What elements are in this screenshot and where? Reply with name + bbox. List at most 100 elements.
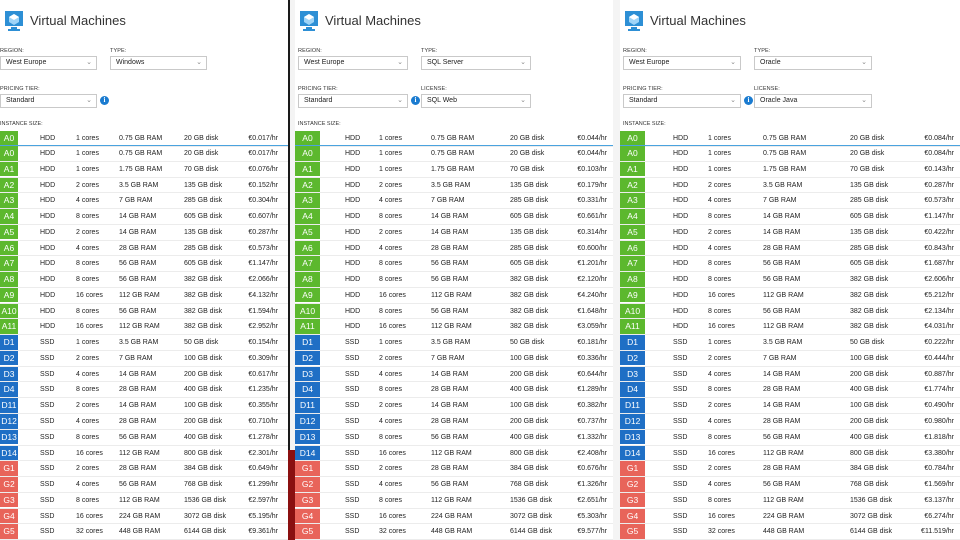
instance-row-d13[interactable]: D13 SSD 8 cores 56 GB RAM 400 GB disk €1.332/… [295,429,613,446]
instance-row-a4[interactable]: A4 HDD 8 cores 14 GB RAM 605 GB disk €1.147/h… [620,209,960,225]
license-select[interactable]: SQL Web ⌄ [421,94,531,108]
instance-row-d14[interactable]: D14 SSD 16 cores 112 GB RAM 800 GB disk €2.30… [0,445,288,462]
instance-row-a2[interactable]: A2 HDD 2 cores 3.5 GB RAM 135 GB disk €0.287/… [620,177,960,194]
instance-row-a3[interactable]: A3 HDD 4 cores 7 GB RAM 285 GB disk €0.573/hr [620,193,960,210]
instance-row-a11[interactable]: A11 HDD 16 cores 112 GB RAM 382 GB disk €4.03… [620,319,960,336]
instance-row-g3[interactable]: G3 SSD 8 cores 112 GB RAM 1536 GB disk €3.137… [620,492,960,509]
info-icon[interactable]: i [100,96,109,105]
instance-row-a5[interactable]: A5 HDD 2 cores 14 GB RAM 135 GB disk €0.314/h… [295,224,613,241]
size-badge: A10 [620,303,645,319]
instance-row-g2[interactable]: G2 SSD 4 cores 56 GB RAM 768 GB disk €1.326/h… [295,477,613,493]
instance-row-d4[interactable]: D4 SSD 8 cores 28 GB RAM 400 GB disk €1.289/h… [295,382,613,399]
instance-row-a0[interactable]: A0 HDD 1 cores 0.75 GB RAM 20 GB disk €0.044/… [295,146,613,162]
instance-row-a10[interactable]: A10 HDD 8 cores 56 GB RAM 382 GB disk €2.134/… [620,303,960,320]
instance-row-a4[interactable]: A4 HDD 8 cores 14 GB RAM 605 GB disk €0.661/h… [295,209,613,225]
instance-row-d11[interactable]: D11 SSD 2 cores 14 GB RAM 100 GB disk €0.490/… [620,398,960,415]
instance-row-a1[interactable]: A1 HDD 1 cores 1.75 GB RAM 70 GB disk €0.076/… [0,161,288,178]
instance-row-g4[interactable]: G4 SSD 16 cores 224 GB RAM 3072 GB disk €5.30… [295,508,613,525]
instance-row-d12[interactable]: D12 SSD 4 cores 28 GB RAM 200 GB disk €0.980/… [620,414,960,430]
instance-row-g1[interactable]: G1 SSD 2 cores 28 GB RAM 384 GB disk €0.649/h… [0,461,288,478]
instance-row-a7[interactable]: A7 HDD 8 cores 56 GB RAM 605 GB disk €1.687/h… [620,256,960,273]
instance-row-a9[interactable]: A9 HDD 16 cores 112 GB RAM 382 GB disk €4.132… [0,287,288,304]
instance-row-g5[interactable]: G5 SSD 32 cores 448 GB RAM 6144 GB disk €9.57… [295,524,613,540]
disk-type: SSD [40,370,55,378]
instance-row-d13[interactable]: D13 SSD 8 cores 56 GB RAM 400 GB disk €1.278/… [0,429,288,446]
instance-row-a3[interactable]: A3 HDD 4 cores 7 GB RAM 285 GB disk €0.304/hr [0,193,288,210]
pricing-tier-select[interactable]: Standard ⌄ [0,94,97,108]
region-select[interactable]: West Europe ⌄ [298,56,408,70]
pricing-tier-select[interactable]: Standard ⌄ [623,94,741,108]
instance-row-d1[interactable]: D1 SSD 1 cores 3.5 GB RAM 50 GB disk €0.181/h… [295,335,613,351]
pricing-tier-select[interactable]: Standard ⌄ [298,94,408,108]
instance-row-g2[interactable]: G2 SSD 4 cores 56 GB RAM 768 GB disk €1.569/h… [620,477,960,493]
instance-row-d13[interactable]: D13 SSD 8 cores 56 GB RAM 400 GB disk €1.818/… [620,429,960,446]
instance-row-d12[interactable]: D12 SSD 4 cores 28 GB RAM 200 GB disk €0.710/… [0,414,288,430]
instance-row-d11[interactable]: D11 SSD 2 cores 14 GB RAM 100 GB disk €0.382/… [295,398,613,415]
instance-row-d12[interactable]: D12 SSD 4 cores 28 GB RAM 200 GB disk €0.737/… [295,414,613,430]
instance-row-d1[interactable]: D1 SSD 1 cores 3.5 GB RAM 50 GB disk €0.154/h… [0,335,288,351]
selected-instance-row[interactable]: A0 HDD 1 cores 0.75 GB RAM 20 GB disk €0… [295,131,613,147]
type-select[interactable]: Windows ⌄ [110,56,207,70]
instance-row-a3[interactable]: A3 HDD 4 cores 7 GB RAM 285 GB disk €0.331/hr [295,193,613,210]
instance-row-a7[interactable]: A7 HDD 8 cores 56 GB RAM 605 GB disk €1.147/h… [0,256,288,273]
info-icon[interactable]: i [411,96,420,105]
instance-row-a6[interactable]: A6 HDD 4 cores 28 GB RAM 285 GB disk €0.573/h… [0,240,288,257]
instance-row-a10[interactable]: A10 HDD 8 cores 56 GB RAM 382 GB disk €1.594/… [0,303,288,320]
instance-row-d14[interactable]: D14 SSD 16 cores 112 GB RAM 800 GB disk €2.40… [295,445,613,462]
instance-row-d4[interactable]: D4 SSD 8 cores 28 GB RAM 400 GB disk €1.235/h… [0,382,288,399]
instance-row-a1[interactable]: A1 HDD 1 cores 1.75 GB RAM 70 GB disk €0.143/… [620,161,960,178]
cores: 8 cores [76,307,99,315]
instance-row-d14[interactable]: D14 SSD 16 cores 112 GB RAM 800 GB disk €3.38… [620,445,960,462]
instance-row-a8[interactable]: A8 HDD 8 cores 56 GB RAM 382 GB disk €2.606/h… [620,272,960,288]
instance-row-g1[interactable]: G1 SSD 2 cores 28 GB RAM 384 GB disk €0.676/h… [295,461,613,478]
instance-row-g3[interactable]: G3 SSD 8 cores 112 GB RAM 1536 GB disk €2.597… [0,492,288,509]
instance-row-a5[interactable]: A5 HDD 2 cores 14 GB RAM 135 GB disk €0.422/h… [620,224,960,241]
instance-row-a11[interactable]: A11 HDD 16 cores 112 GB RAM 382 GB disk €2.95… [0,319,288,336]
instance-row-d2[interactable]: D2 SSD 2 cores 7 GB RAM 100 GB disk €0.444/hr [620,350,960,367]
instance-row-d11[interactable]: D11 SSD 2 cores 14 GB RAM 100 GB disk €0.355/… [0,398,288,415]
instance-row-d4[interactable]: D4 SSD 8 cores 28 GB RAM 400 GB disk €1.774/h… [620,382,960,399]
selected-instance-row[interactable]: A0 HDD 1 cores 0.75 GB RAM 20 GB disk €0… [620,131,960,147]
instance-row-a5[interactable]: A5 HDD 2 cores 14 GB RAM 135 GB disk €0.287/h… [0,224,288,241]
instance-row-g4[interactable]: G4 SSD 16 cores 224 GB RAM 3072 GB disk €6.27… [620,508,960,525]
region-select[interactable]: West Europe ⌄ [0,56,97,70]
instance-row-a8[interactable]: A8 HDD 8 cores 56 GB RAM 382 GB disk €2.066/h… [0,272,288,288]
storage: 70 GB disk [850,165,885,173]
instance-row-d2[interactable]: D2 SSD 2 cores 7 GB RAM 100 GB disk €0.309/hr [0,350,288,367]
instance-row-a0[interactable]: A0 HDD 1 cores 0.75 GB RAM 20 GB disk €0.017/… [0,146,288,162]
instance-row-a4[interactable]: A4 HDD 8 cores 14 GB RAM 605 GB disk €0.607/h… [0,209,288,225]
instance-row-d1[interactable]: D1 SSD 1 cores 3.5 GB RAM 50 GB disk €0.222/h… [620,335,960,351]
instance-row-a7[interactable]: A7 HDD 8 cores 56 GB RAM 605 GB disk €1.201/h… [295,256,613,273]
instance-row-g4[interactable]: G4 SSD 16 cores 224 GB RAM 3072 GB disk €5.19… [0,508,288,525]
instance-row-a9[interactable]: A9 HDD 16 cores 112 GB RAM 382 GB disk €4.240… [295,287,613,304]
instance-row-d3[interactable]: D3 SSD 4 cores 14 GB RAM 200 GB disk €0.644/h… [295,366,613,383]
instance-row-d2[interactable]: D2 SSD 2 cores 7 GB RAM 100 GB disk €0.336/hr [295,350,613,367]
instance-row-g3[interactable]: G3 SSD 8 cores 112 GB RAM 1536 GB disk €2.651… [295,492,613,509]
instance-row-a6[interactable]: A6 HDD 4 cores 28 GB RAM 285 GB disk €0.843/h… [620,240,960,257]
instance-row-a2[interactable]: A2 HDD 2 cores 3.5 GB RAM 135 GB disk €0.152/… [0,177,288,194]
type-select[interactable]: SQL Server ⌄ [421,56,531,70]
instance-row-d3[interactable]: D3 SSD 4 cores 14 GB RAM 200 GB disk €0.617/h… [0,366,288,383]
info-icon[interactable]: i [744,96,753,105]
instance-row-a8[interactable]: A8 HDD 8 cores 56 GB RAM 382 GB disk €2.120/h… [295,272,613,288]
instance-row-d3[interactable]: D3 SSD 4 cores 14 GB RAM 200 GB disk €0.887/h… [620,366,960,383]
ram: 28 GB RAM [119,244,157,252]
instance-row-g5[interactable]: G5 SSD 32 cores 448 GB RAM 6144 GB disk €11.5… [620,524,960,540]
instance-row-a1[interactable]: A1 HDD 1 cores 1.75 GB RAM 70 GB disk €0.103/… [295,161,613,178]
region-value: West Europe [304,59,345,66]
storage: 800 GB disk [850,449,889,457]
ram: 28 GB RAM [431,386,469,394]
type-select[interactable]: Oracle ⌄ [754,56,872,70]
instance-row-g2[interactable]: G2 SSD 4 cores 56 GB RAM 768 GB disk €1.299/h… [0,477,288,493]
instance-row-a0[interactable]: A0 HDD 1 cores 0.75 GB RAM 20 GB disk €0.084/… [620,146,960,162]
license-select[interactable]: Oracle Java ⌄ [754,94,872,108]
instance-row-a6[interactable]: A6 HDD 4 cores 28 GB RAM 285 GB disk €0.600/h… [295,240,613,257]
instance-row-g5[interactable]: G5 SSD 32 cores 448 GB RAM 6144 GB disk €9.36… [0,524,288,540]
instance-row-a2[interactable]: A2 HDD 2 cores 3.5 GB RAM 135 GB disk €0.179/… [295,177,613,194]
region-select[interactable]: West Europe ⌄ [623,56,741,70]
instance-row-a9[interactable]: A9 HDD 16 cores 112 GB RAM 382 GB disk €5.212… [620,287,960,304]
instance-row-a11[interactable]: A11 HDD 16 cores 112 GB RAM 382 GB disk €3.05… [295,319,613,336]
selected-instance-row[interactable]: A0 HDD 1 cores 0.75 GB RAM 20 GB disk €0… [0,131,288,147]
instance-row-g1[interactable]: G1 SSD 2 cores 28 GB RAM 384 GB disk €0.784/h… [620,461,960,478]
instance-row-a10[interactable]: A10 HDD 8 cores 56 GB RAM 382 GB disk €1.648/… [295,303,613,320]
